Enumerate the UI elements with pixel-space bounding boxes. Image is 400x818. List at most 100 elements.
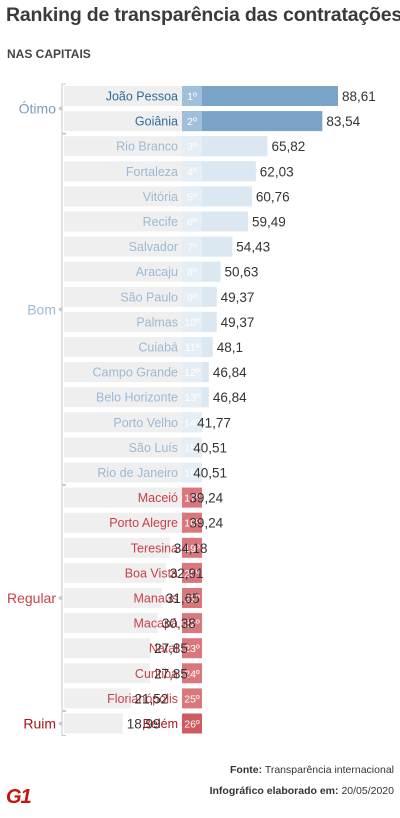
value-label: 59,49 [252,215,286,230]
rank-badge [182,86,202,106]
value-label: 88,61 [342,89,376,104]
row-background [64,286,217,307]
rank-label: 19º [184,543,200,555]
value-label: 54,43 [236,240,270,255]
city-label: Rio de Janeiro [97,466,178,480]
rank-badge [182,136,202,157]
row-background [64,663,151,684]
row-background [64,512,186,533]
value-label: 83,54 [326,114,360,129]
rank-label: 21º [184,593,200,605]
value-label: 18,99 [127,717,161,732]
row-background [64,337,213,357]
row-background [64,261,221,282]
g1-logo: G1 [6,786,32,808]
rank-badge [182,211,202,232]
row-background [64,638,151,659]
source-note: Fonte: Transparência internacional [230,764,394,776]
rank-badge [182,186,202,207]
row-background [64,311,217,332]
rank-badge [182,713,202,734]
bracket-arrow-icon [58,105,62,112]
city-label: São Luís [129,441,178,455]
rank-label: 26º [184,719,200,731]
value-label: 27,85 [154,666,188,681]
group-label: Ruim [23,716,56,732]
row-background [64,437,190,458]
row-background [64,613,158,634]
row-background [64,588,162,608]
rank-badge [182,387,202,408]
value-label: 49,37 [221,290,255,305]
rank-badge [182,362,202,383]
city-label: Vitória [143,190,178,204]
rank-label: 10º [184,317,200,329]
city-label: Campo Grande [93,366,179,380]
row-background [64,462,190,483]
source-value: Transparência internacional [264,764,394,776]
value-label: 48,1 [217,340,243,355]
row-background [64,362,209,383]
value-label: 65,82 [272,139,306,154]
chart-title: Ranking de transparência das contrataçõe… [6,4,400,26]
value-label: 46,84 [213,365,247,380]
city-label: Florianópolis [107,692,178,706]
row-background [64,487,186,508]
rank-label: 23º [184,643,200,655]
value-label: 60,76 [256,189,290,204]
rank-badge [182,462,202,483]
city-label: Aracaju [136,265,178,279]
rank-label: 14º [184,417,200,429]
value-label: 46,84 [213,390,247,405]
value-label: 41,77 [197,415,231,430]
ranking-bar-chart: 1º João Pessoa 88,61 2º Goiânia 83,54 3º Rio Br… [7,83,376,736]
rank-badge [182,663,202,684]
rank-badge [182,111,202,132]
rank-badge [182,337,202,357]
row-background [64,713,123,734]
value-label: 39,24 [189,491,223,506]
city-label: Curitiba [135,667,178,681]
rank-badge [182,512,202,533]
city-label: São Paulo [120,290,178,304]
value-bar [182,111,323,132]
rank-label: 12º [184,367,200,379]
rank-label: 8º [187,267,197,279]
rank-label: 24º [184,668,200,680]
rank-badge [182,412,202,433]
city-label: João Pessoa [106,90,178,104]
value-label: 34,18 [174,541,208,556]
row-background [64,387,209,408]
credit-note: Infográfico elaborado em: 20/05/2020 [210,785,394,797]
bracket-arrow-icon [58,595,62,601]
city-label: Salvador [129,240,178,254]
rank-badge [182,437,202,458]
city-label: Recife [143,215,178,229]
city-label: Cuiabá [138,341,178,355]
rank-label: 2º [187,116,197,128]
value-label: 31,65 [166,591,200,606]
rank-label: 1º [187,91,197,103]
rank-label: 16º [184,468,200,480]
rank-label: 17º [184,493,200,505]
row-background [64,688,131,709]
row-background [64,562,166,583]
rank-badge [182,688,202,709]
value-label: 40,51 [193,440,227,455]
city-label: Natal [149,642,178,656]
credit-value: 20/05/2020 [341,785,394,797]
rank-badge [182,161,202,182]
value-label: 39,24 [189,516,223,531]
city-label: Rio Branco [116,140,178,154]
value-label: 50,63 [225,265,259,280]
rank-label: 20º [184,568,200,580]
city-label: Porto Velho [113,416,178,430]
city-label: Maceió [138,491,178,505]
rank-label: 22º [184,618,200,630]
rank-badge [182,638,202,659]
source-label: Fonte: [230,764,263,776]
value-bar [182,136,268,157]
rank-label: 25º [184,693,200,705]
value-label: 62,03 [260,164,294,179]
value-label: 32,91 [170,566,204,581]
